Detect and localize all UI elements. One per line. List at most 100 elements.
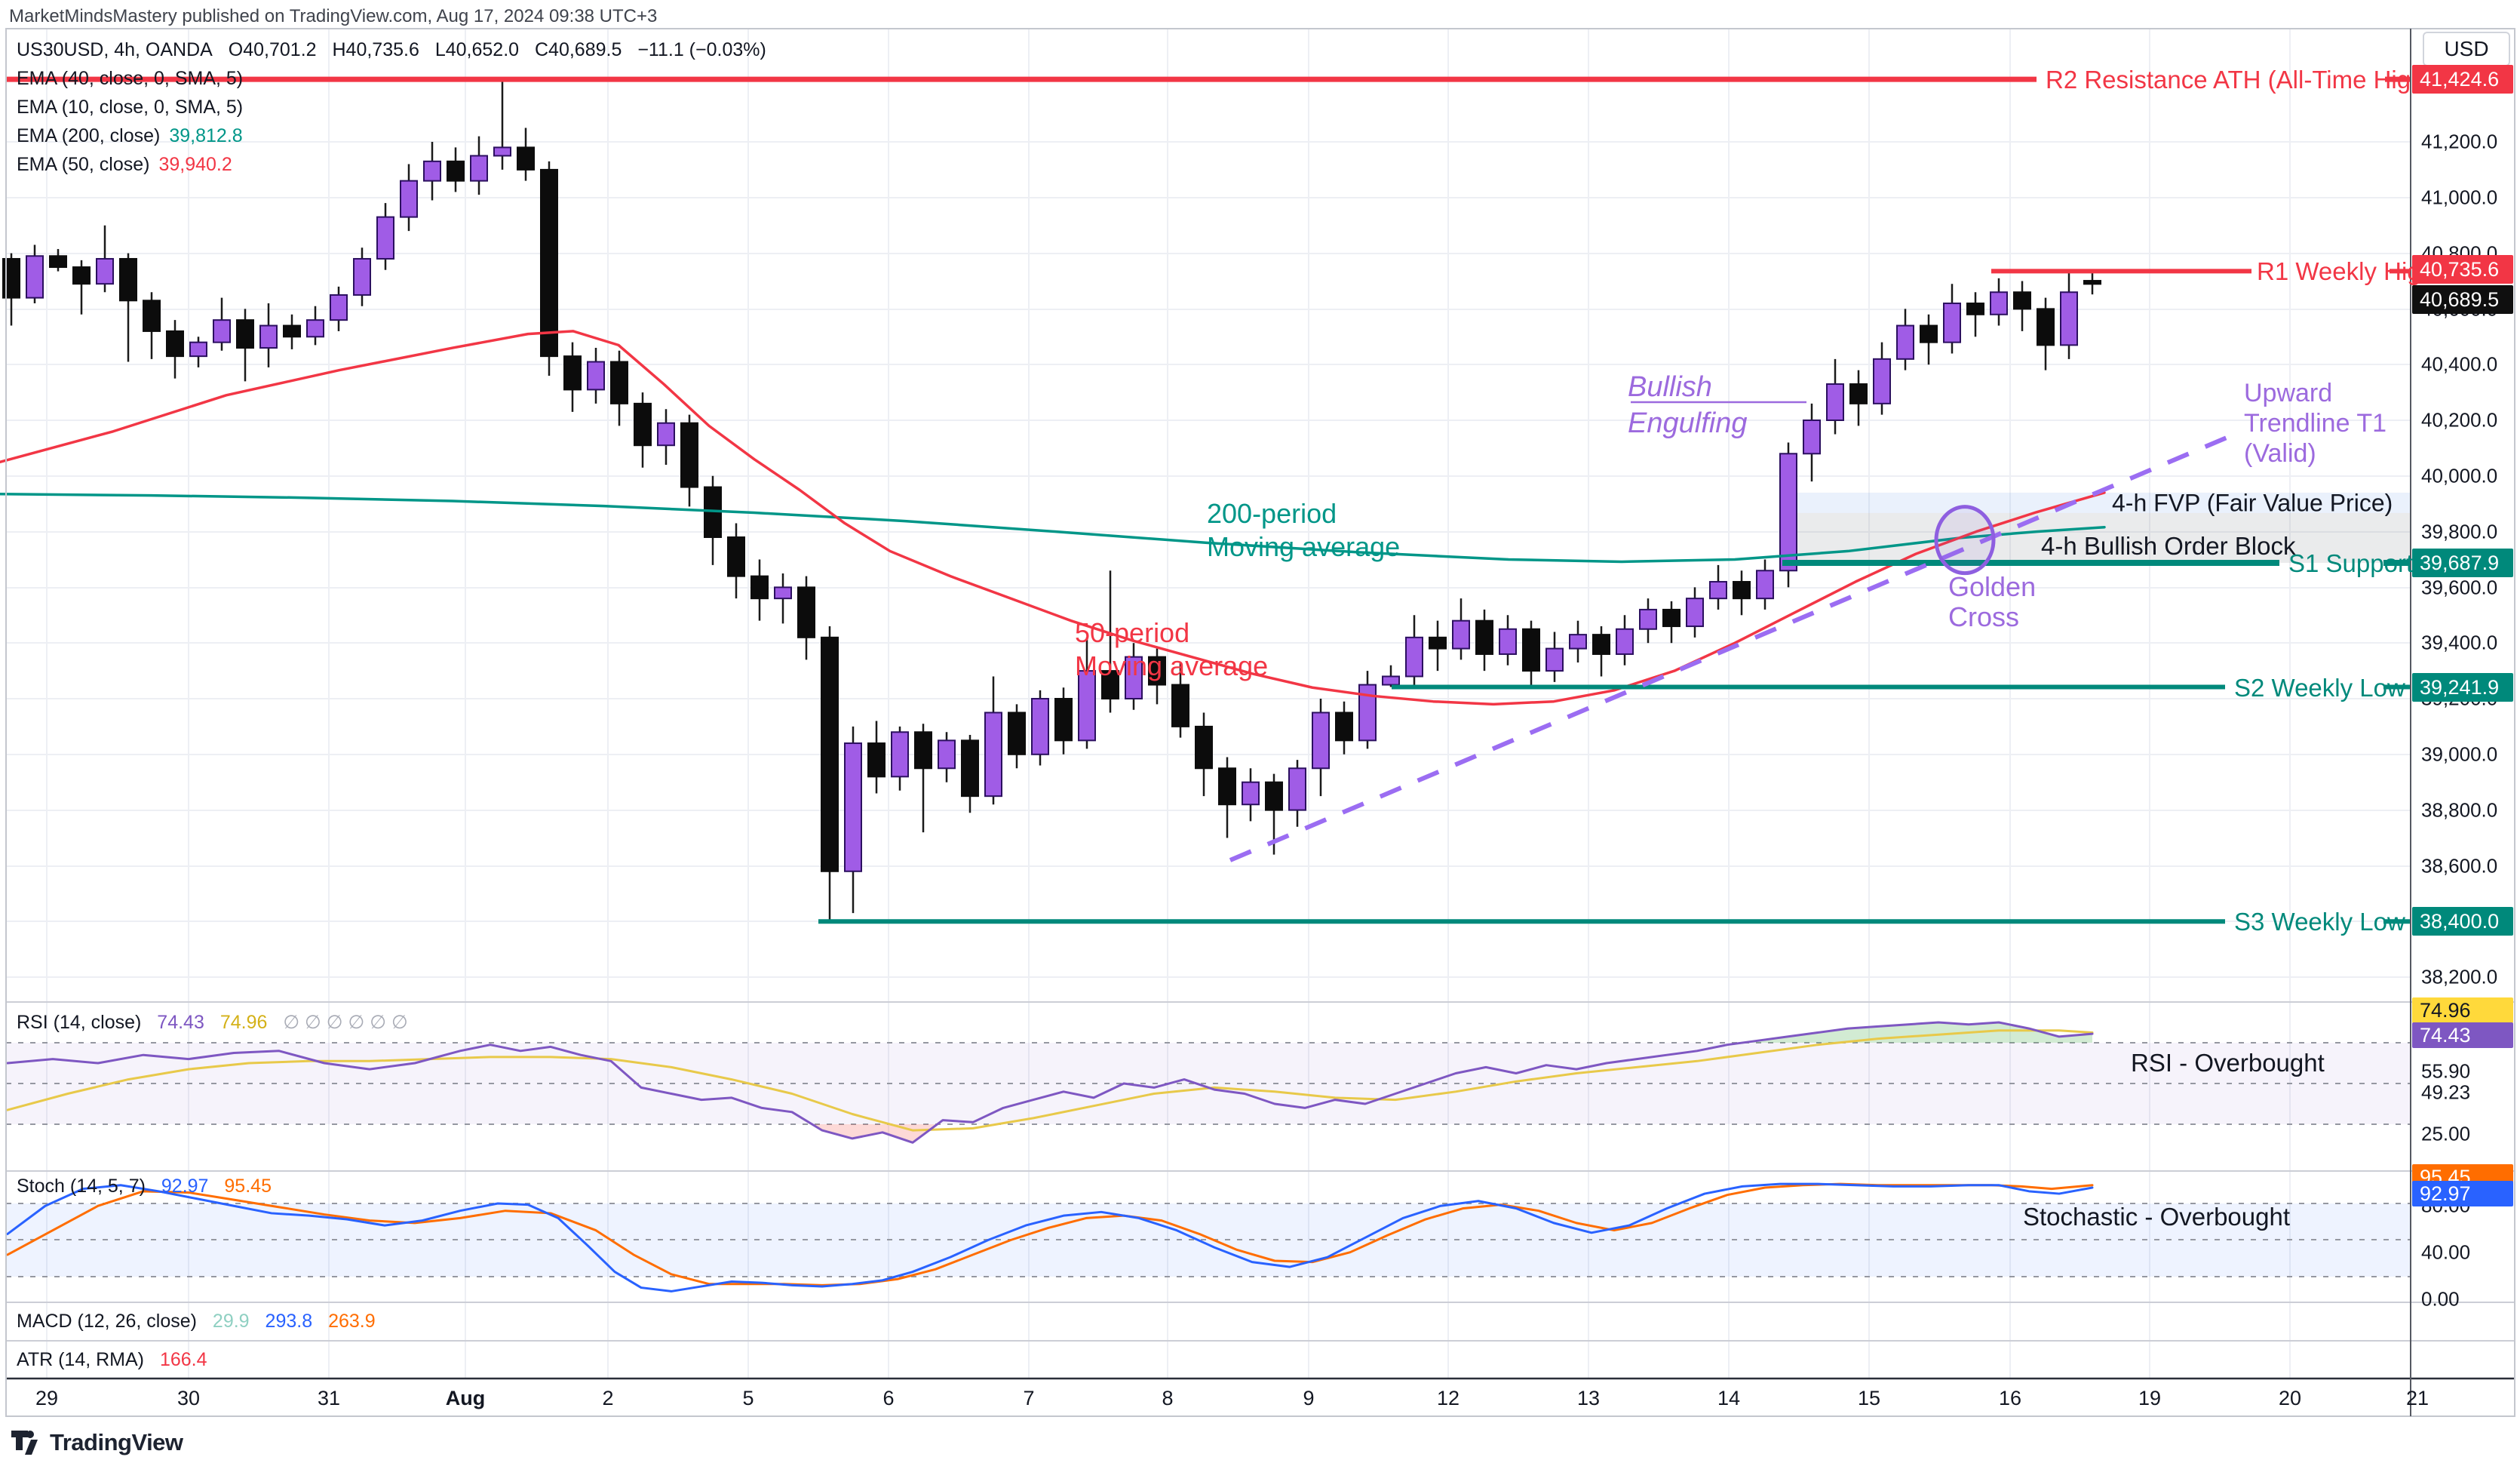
bullish-engulfing-label-line2: Engulfing	[1628, 407, 1748, 439]
date-tick: 5	[742, 1387, 754, 1409]
date-tick: 19	[2138, 1387, 2162, 1409]
indicator-label: EMA (50, close)	[17, 154, 150, 175]
stoch-d-value: 95.45	[224, 1176, 272, 1197]
price-badge: 39,687.9	[2412, 549, 2513, 577]
date-tick: 12	[1436, 1387, 1460, 1409]
price-tick: 38,800.0	[2421, 798, 2498, 822]
ohlc-close: C40,689.5	[535, 39, 622, 60]
date-tick: 13	[1576, 1387, 1601, 1409]
date-tick: 8	[1162, 1387, 1174, 1409]
s3-weekly-low-label: S3 Weekly Low	[2234, 908, 2405, 936]
price-badge: 40,689.5	[2412, 285, 2513, 314]
indicator-value: 39,940.2	[158, 154, 232, 175]
date-tick: 21	[2405, 1387, 2429, 1409]
ohlc-high: H40,735.6	[332, 39, 419, 60]
price-tick: 41,000.0	[2421, 186, 2498, 209]
price-tick: 39,400.0	[2421, 631, 2498, 654]
date-tick: 9	[1303, 1387, 1315, 1409]
indicator-legend-row: EMA (40, close, 0, SMA, 5)	[17, 68, 243, 97]
atr-legend: ATR (14, RMA) 166.4	[17, 1349, 218, 1371]
date-tick: 7	[1023, 1387, 1035, 1409]
stoch-legend: Stoch (14, 5, 7) 92.97 95.45	[17, 1176, 282, 1197]
date-tick: 15	[1857, 1387, 1881, 1409]
macd-label: MACD (12, 26, close)	[17, 1311, 197, 1332]
tradingview-logo-icon	[11, 1431, 38, 1455]
macd-hist-value: 29.9	[212, 1311, 250, 1332]
price-tick: 41,200.0	[2421, 130, 2498, 153]
date-tick: 2	[602, 1387, 614, 1409]
order-block-zone-label: 4-h Bullish Order Block	[2041, 532, 2296, 560]
indicator-value: 39,812.8	[169, 125, 243, 146]
price-tick: 38,600.0	[2421, 854, 2498, 878]
indicator-tick: 55.90	[2421, 1059, 2471, 1083]
price-tick: 40,400.0	[2421, 352, 2498, 376]
price-tick: 40,000.0	[2421, 464, 2498, 487]
footer-branding[interactable]: TradingView	[11, 1429, 183, 1456]
trendline-label-line1: Upward	[2244, 379, 2333, 407]
currency-toggle[interactable]: USD	[2423, 32, 2510, 66]
date-tick: 16	[1998, 1387, 2022, 1409]
date-tick: Aug	[445, 1387, 486, 1409]
ma50-annotation-line2: Moving average	[1075, 650, 1269, 681]
price-badge: 39,241.9	[2412, 673, 2513, 702]
tradingview-logo-text: TradingView	[50, 1429, 183, 1455]
r1-weekly-high-label: R1 Weekly High	[2257, 257, 2435, 285]
indicator-label: EMA (200, close)	[17, 125, 161, 146]
date-tick: 30	[176, 1387, 201, 1409]
indicator-legend-row: EMA (10, close, 0, SMA, 5)	[17, 97, 243, 125]
date-tick: 6	[882, 1387, 895, 1409]
indicator-label: EMA (40, close, 0, SMA, 5)	[17, 68, 244, 89]
price-tick: 38,200.0	[2421, 965, 2498, 988]
symbol-title: US30USD, 4h, OANDA	[17, 39, 213, 60]
ohlc-low: L40,652.0	[434, 39, 520, 60]
ma200-annotation-line1: 200-period	[1207, 498, 1337, 529]
rsi-ma-value: 74.96	[219, 1012, 268, 1033]
stoch-overbought-note: Stochastic - Overbought	[2023, 1203, 2291, 1231]
stoch-k-value: 92.97	[161, 1176, 209, 1197]
symbol-legend: US30USD, 4h, OANDA O40,701.2 H40,735.6 L…	[17, 39, 777, 61]
trendline-label-line3: (Valid)	[2244, 439, 2316, 468]
ohlc-open: O40,701.2	[228, 39, 317, 60]
price-tick: 39,600.0	[2421, 576, 2498, 599]
price-badge: 38,400.0	[2412, 907, 2513, 936]
indicator-legend-list: EMA (40, close, 0, SMA, 5) EMA (10, close…	[17, 68, 243, 183]
indicator-legend-row: EMA (50, close) 39,940.2	[17, 154, 243, 183]
price-change: −11.1 (−0.03%)	[637, 39, 766, 60]
indicator-badge: 92.97	[2412, 1181, 2513, 1206]
price-tick: 39,000.0	[2421, 742, 2498, 766]
macd-legend: MACD (12, 26, close) 29.9 293.8 263.9	[17, 1311, 386, 1332]
trendline-label-line2: Trendline T1	[2244, 409, 2386, 438]
indicator-badge: 74.43	[2412, 1022, 2513, 1048]
s2-weekly-low-label: S2 Weekly Low	[2234, 674, 2405, 702]
golden-cross-label-line1: Golden	[1948, 571, 2037, 602]
date-tick: 29	[35, 1387, 59, 1409]
price-badge: 41,424.6	[2412, 65, 2513, 94]
indicator-tick: 40.00	[2421, 1240, 2471, 1264]
price-tick: 40,200.0	[2421, 408, 2498, 432]
rsi-value: 74.43	[157, 1012, 204, 1033]
date-tick: 14	[1717, 1387, 1741, 1409]
atr-value: 166.4	[159, 1349, 207, 1370]
ma200-annotation-line2: Moving average	[1207, 531, 1401, 562]
published-byline: MarketMindsMastery published on TradingV…	[9, 6, 658, 26]
indicator-label: EMA (10, close, 0, SMA, 5)	[17, 97, 244, 118]
stoch-label: Stoch (14, 5, 7)	[17, 1176, 146, 1197]
indicator-legend-row: EMA (200, close) 39,812.8	[17, 125, 243, 154]
date-tick: 20	[2278, 1387, 2302, 1409]
rsi-overbought-note: RSI - Overbought	[2131, 1049, 2325, 1077]
indicator-tick: 49.23	[2421, 1080, 2471, 1104]
rsi-empty-slots: ∅ ∅ ∅ ∅ ∅ ∅	[283, 1012, 408, 1033]
r2-resistance-label: R2 Resistance ATH (All-Time High)	[2046, 66, 2433, 94]
bullish-engulfing-label-line1: Bullish	[1628, 371, 1712, 403]
macd-signal-value: 263.9	[328, 1311, 376, 1332]
price-tick: 39,800.0	[2421, 520, 2498, 543]
indicator-badge: 74.96	[2412, 997, 2513, 1023]
s1-support-label: S1 Support	[2288, 549, 2414, 577]
golden-cross-label-line2: Cross	[1948, 601, 2020, 632]
ma50-annotation-line1: 50-period	[1075, 617, 1190, 648]
rsi-label: RSI (14, close)	[17, 1012, 142, 1033]
fvp-zone-label: 4-h FVP (Fair Value Price)	[2112, 489, 2393, 517]
rsi-legend: RSI (14, close) 74.43 74.96 ∅ ∅ ∅ ∅ ∅ ∅	[17, 1011, 419, 1034]
